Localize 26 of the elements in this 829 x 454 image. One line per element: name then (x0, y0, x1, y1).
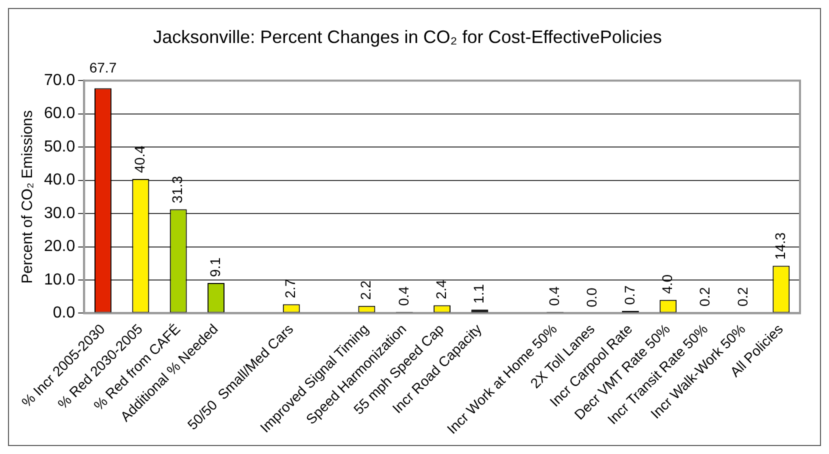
data-label: 2.2 (358, 280, 374, 300)
data-label: 2.4 (432, 280, 449, 300)
data-label: 1.1 (470, 284, 487, 304)
data-label: 0.0 (584, 288, 600, 308)
y-tick-label: 0.0 (52, 304, 76, 322)
data-label: 0.2 (734, 286, 750, 307)
data-label: 0.4 (546, 286, 562, 306)
y-tick-label: 10.0 (44, 271, 76, 288)
y-tick-label: 20.0 (44, 238, 76, 256)
y-axis-title: Percent of CO₂ Emissions (19, 110, 36, 284)
y-tick-label: 30.0 (44, 204, 76, 222)
data-label: 4.0 (658, 274, 675, 294)
y-tick-label: 40.0 (44, 172, 76, 189)
data-label: 0.7 (621, 285, 638, 305)
data-label: 0.4 (395, 286, 412, 306)
data-label: 67.7 (89, 59, 117, 76)
data-label: 40.4 (132, 146, 148, 173)
data-label: 31.3 (169, 176, 186, 204)
y-tick-label: 60.0 (44, 105, 76, 122)
data-label: 0.2 (696, 286, 713, 307)
y-tick-label: 50.0 (44, 138, 76, 156)
chart-title: Jacksonville: Percent Changes in CO₂ for Cost-EffectivePolicies (153, 26, 662, 47)
data-label: 9.1 (206, 257, 223, 277)
y-tick-label: 70.0 (44, 72, 76, 90)
data-label: 2.7 (282, 278, 298, 298)
data-label: 14.3 (772, 232, 788, 260)
